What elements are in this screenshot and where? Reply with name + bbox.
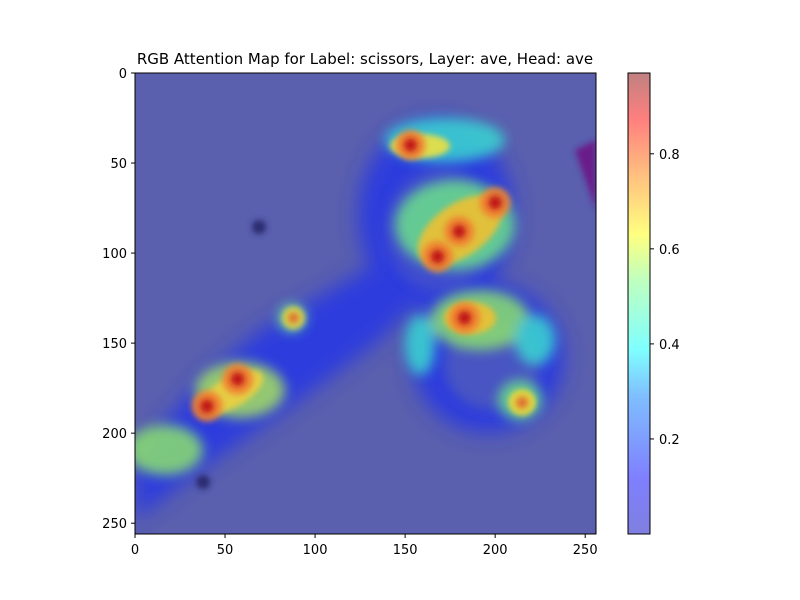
x-tick-label: 150 [393, 543, 418, 558]
x-tick-label: 0 [131, 543, 139, 558]
colorbar-tick-label: 0.6 [659, 243, 680, 258]
hotspot-core [516, 396, 528, 409]
hotspot-core [430, 249, 445, 264]
hotspot-core [230, 372, 245, 386]
hotspot [222, 363, 254, 395]
x-axis: 0 50 100 150 200 250 [131, 534, 598, 558]
hotspot-core [488, 195, 502, 210]
colorbar-tick-label: 0.8 [659, 148, 680, 163]
colorbar: 0.2 0.4 0.6 0.8 [627, 72, 680, 535]
hotspot-core [457, 311, 472, 325]
colorbar-gradient [627, 72, 651, 535]
hotspot [395, 130, 426, 161]
x-tick-label: 100 [303, 543, 328, 558]
hotspot [191, 390, 223, 422]
hotspot [448, 302, 481, 334]
dark-corner [575, 140, 596, 210]
hotspot [509, 389, 536, 416]
colorbar-ticks: 0.2 0.4 0.6 0.8 [650, 148, 680, 448]
chart-title: RGB Attention Map for Label: scissors, L… [137, 50, 593, 68]
y-axis: 0 50 100 150 200 250 [102, 67, 135, 532]
y-tick-label: 200 [102, 427, 127, 442]
y-tick-label: 0 [119, 67, 127, 82]
x-tick-label: 50 [217, 543, 234, 558]
y-tick-label: 50 [110, 157, 127, 172]
hotspot-core [452, 224, 466, 239]
y-tick-label: 100 [102, 247, 127, 262]
dark-spot [252, 220, 266, 234]
hotspots [191, 130, 536, 422]
x-tick-label: 200 [483, 543, 508, 558]
dark-spot [196, 475, 210, 489]
hotspot [421, 240, 454, 273]
y-tick-label: 150 [102, 337, 127, 352]
hotspot [443, 216, 475, 247]
hotspot-core [200, 399, 214, 413]
hotspot-core [288, 312, 299, 324]
hotspot-core [403, 138, 418, 152]
hotspot [281, 306, 305, 330]
colorbar-tick-label: 0.2 [659, 433, 680, 448]
hotspot [479, 187, 511, 219]
plot-frame [134, 72, 597, 535]
x-tick-label: 250 [573, 543, 598, 558]
y-tick-label: 250 [102, 517, 127, 532]
heatmap-plot [135, 73, 596, 534]
colorbar-tick-label: 0.4 [659, 338, 680, 353]
